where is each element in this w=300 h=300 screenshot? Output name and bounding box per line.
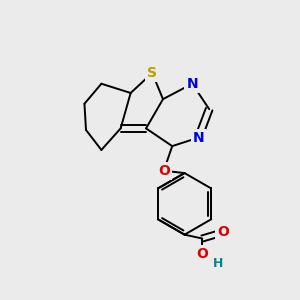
Text: O: O — [196, 247, 208, 261]
Text: N: N — [193, 130, 204, 145]
Text: H: H — [213, 257, 224, 270]
Text: N: N — [186, 77, 198, 91]
Text: O: O — [158, 164, 170, 178]
Text: S: S — [147, 66, 157, 80]
Text: O: O — [217, 225, 229, 239]
